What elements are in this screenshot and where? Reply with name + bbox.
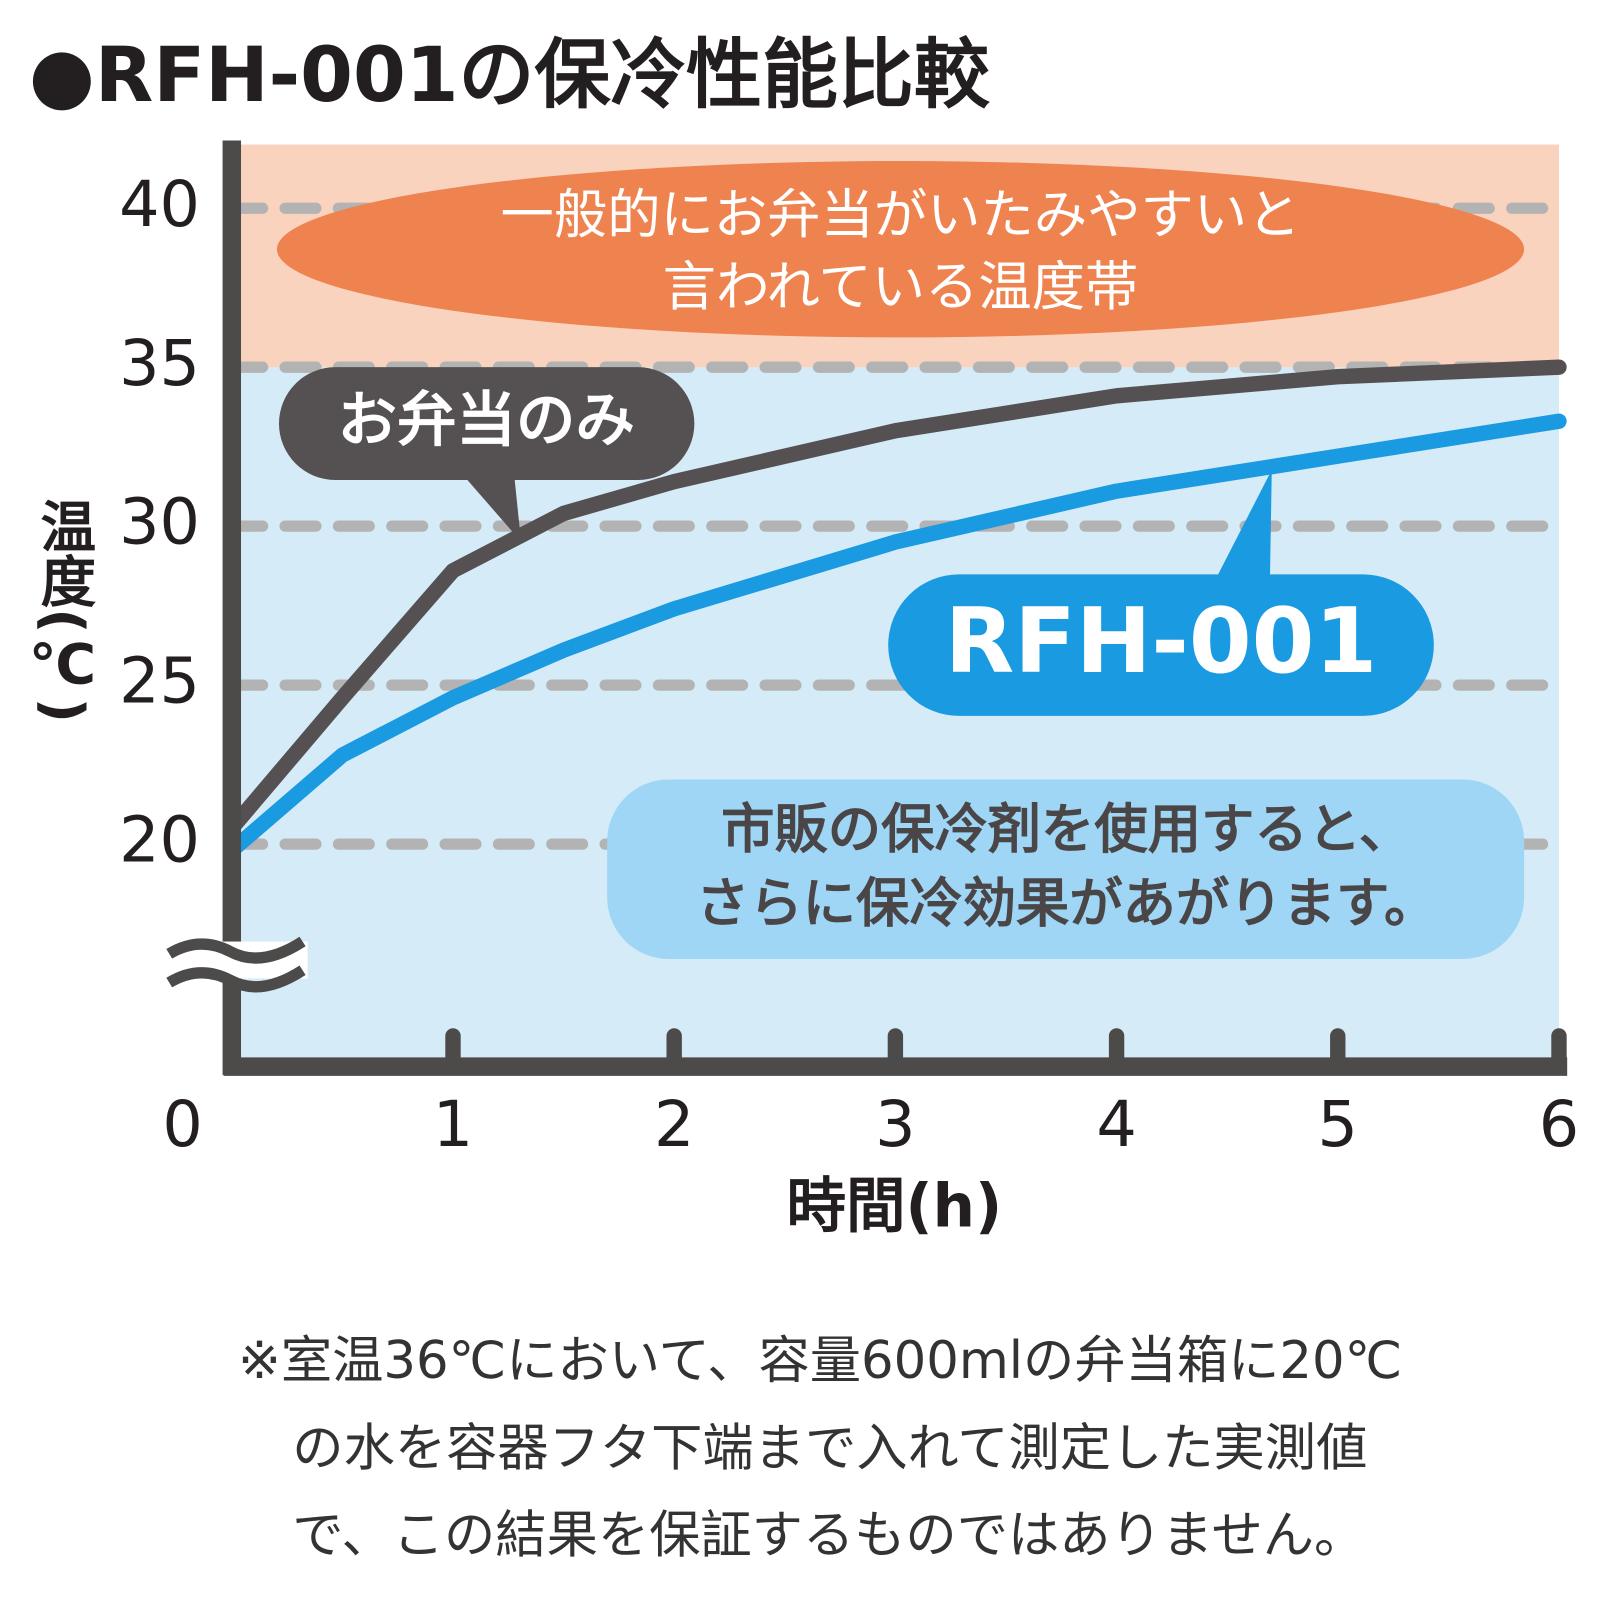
x-tick-label: 4 bbox=[1096, 1087, 1136, 1161]
footnote: の水を容器フタ下端まで入れて測定した実測値 bbox=[292, 1418, 1367, 1478]
y-axis-label: 温度(℃) bbox=[30, 498, 96, 723]
band-label: 言われている温度帯 bbox=[663, 255, 1139, 318]
axis-break bbox=[166, 965, 306, 993]
footnote: ※室温36℃において、容量600mlの弁当箱に20℃ bbox=[238, 1331, 1402, 1391]
legend-label: RFH-001 bbox=[945, 589, 1378, 694]
band-label: 一般的にお弁当がいたみやすいと bbox=[501, 183, 1301, 246]
y-tick-label: 30 bbox=[119, 485, 200, 559]
series-line bbox=[224, 359, 1567, 836]
x-tick-label: 2 bbox=[654, 1087, 694, 1161]
x-axis-label: 時間(h) bbox=[787, 1172, 1003, 1241]
x-tick-label: 0 bbox=[162, 1087, 202, 1161]
note: さらに保冷効果があがります。 bbox=[696, 871, 1437, 934]
x-tick-label: 3 bbox=[875, 1087, 915, 1161]
chart-title: ●RFH-001の保冷性能比較 bbox=[29, 31, 991, 119]
y-tick-label: 40 bbox=[119, 167, 200, 241]
overlay: 一般的にお弁当がいたみやすいと 言われている温度帯 市販の保冷剤を使用すると、 … bbox=[276, 161, 1525, 959]
band-label-bubble bbox=[276, 161, 1525, 338]
x-tick-label: 5 bbox=[1318, 1087, 1358, 1161]
x-tick-label: 6 bbox=[1539, 1087, 1579, 1161]
axis-break bbox=[166, 936, 306, 964]
series-line bbox=[224, 413, 1567, 859]
footnote: で、この結果を保証するものではありません。 bbox=[292, 1505, 1365, 1565]
x-tick-label: 1 bbox=[433, 1087, 473, 1161]
y-tick-label: 20 bbox=[119, 803, 200, 877]
legend-box bbox=[888, 574, 1434, 716]
note-box bbox=[607, 779, 1525, 959]
legend-box bbox=[278, 367, 695, 480]
legend-label: お弁当のみ bbox=[337, 387, 634, 456]
callout-tail bbox=[1210, 469, 1272, 590]
note: 市販の保冷剤を使用すると、 bbox=[721, 797, 1412, 860]
y-tick-label: 35 bbox=[119, 326, 200, 400]
y-tick-label: 25 bbox=[119, 644, 200, 718]
